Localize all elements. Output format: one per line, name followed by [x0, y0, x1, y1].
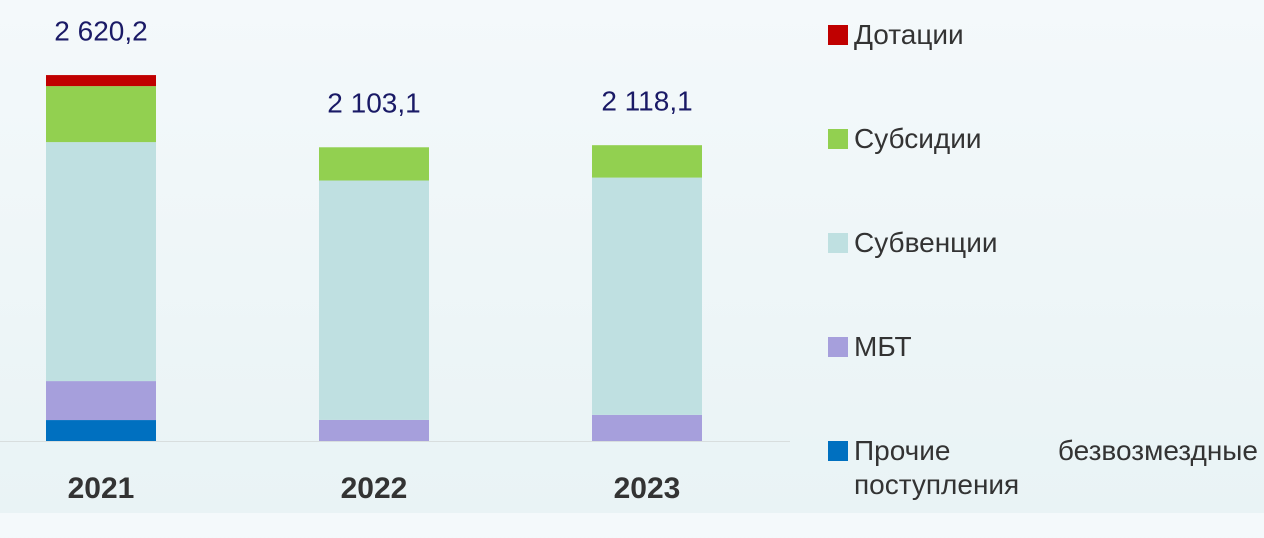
bar-segment [46, 381, 156, 421]
legend-label: МБТ [854, 331, 912, 362]
chart: 2021 2 620,2 2022 2 103,1 2023 2 118,1 [0, 15, 790, 505]
total-label: 2 118,1 [601, 86, 692, 117]
bar-segment [319, 180, 429, 420]
bar-segment [46, 142, 156, 382]
bar-segment [319, 147, 429, 181]
total-label: 2 103,1 [327, 88, 420, 119]
legend-item: Субвенции [828, 226, 1258, 330]
legend-label: Прочие безвозмездные поступления [854, 435, 1258, 500]
bar-segment [592, 145, 702, 178]
x-tick-label: 2022 [341, 472, 408, 505]
legend-item: МБТ [828, 330, 1258, 434]
legend-item: Субсидии [828, 122, 1258, 226]
legend-label: Субвенции [854, 227, 998, 258]
bar-segment [46, 86, 156, 143]
x-tick-label: 2023 [614, 472, 681, 505]
bar-segment [46, 420, 156, 441]
legend-item: Прочие безвозмездные поступления [828, 434, 1258, 538]
legend-swatch [828, 129, 848, 149]
page: {"chart_data": {"type": "stacked-bar", "… [0, 0, 1264, 513]
total-label: 2 620,2 [54, 15, 147, 46]
legend-swatch [828, 337, 848, 357]
bar-segment [319, 419, 429, 441]
legend-item: Дотации [828, 18, 1258, 122]
legend-swatch [828, 25, 848, 45]
legend-label: Субсидии [854, 123, 982, 154]
bar-segment [592, 414, 702, 441]
bar-segment [592, 177, 702, 415]
legend-label: Дотации [854, 19, 964, 50]
bar-segment [46, 75, 156, 87]
legend-swatch [828, 441, 848, 461]
legend-swatch [828, 233, 848, 253]
x-tick-label: 2021 [68, 472, 135, 505]
legend: Дотации Субсидии Субвенции МБТ Прочие безвоз… [828, 18, 1258, 538]
